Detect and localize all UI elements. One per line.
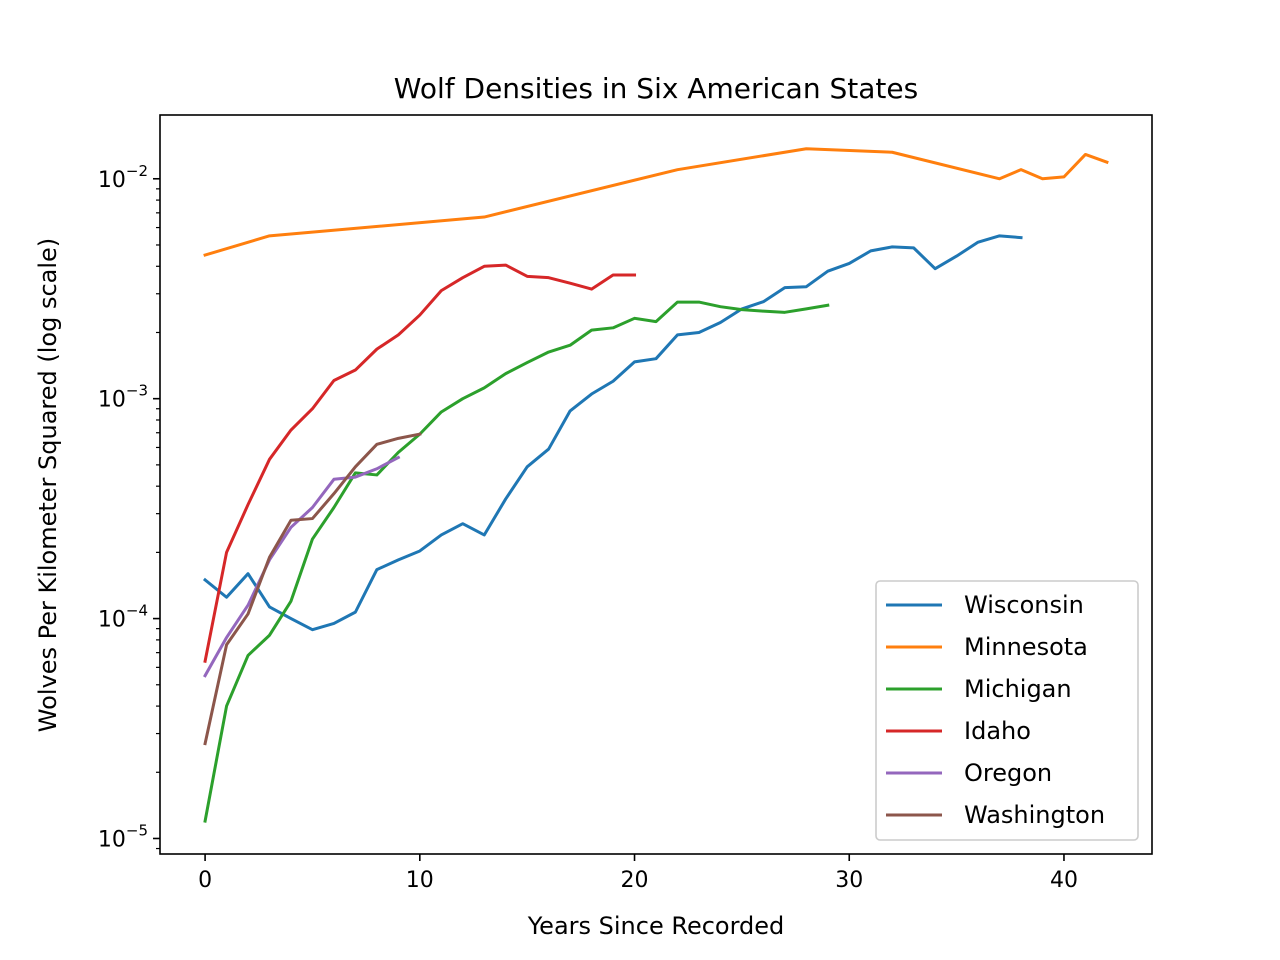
plot-frame (159, 114, 1153, 855)
series-line-michigan (203, 300, 830, 823)
y-axis: 10−5 10−4 10−3 10−2 (98, 162, 160, 852)
legend-label-michigan: Michigan (964, 675, 1072, 703)
x-tick-label: 10 (406, 868, 434, 893)
legend-label-oregon: Oregon (964, 759, 1052, 787)
y-tick-label: 10−5 (98, 821, 148, 852)
y-axis-label: Wolves Per Kilometer Squared (log scale) (34, 238, 62, 732)
x-axis: 0 10 20 30 40 (198, 854, 1078, 893)
x-axis-label: Years Since Recorded (527, 912, 785, 940)
series-line-minnesota (203, 147, 1109, 257)
series-line-washington (203, 432, 422, 746)
legend-label-washington: Washington (964, 801, 1105, 829)
series-line-idaho (203, 263, 637, 663)
y-tick-label: 10−2 (98, 162, 148, 193)
x-tick-label: 30 (835, 868, 863, 893)
legend-label-minnesota: Minnesota (964, 633, 1088, 661)
chart-title: Wolf Densities in Six American States (394, 72, 918, 105)
x-tick-label: 0 (198, 868, 212, 893)
series-line-wisconsin (202, 234, 1023, 632)
legend-label-idaho: Idaho (964, 717, 1031, 745)
series-line-oregon (203, 455, 401, 678)
legend-label-wisconsin: Wisconsin (964, 591, 1084, 619)
y-tick-label: 10−4 (98, 602, 148, 633)
x-tick-label: 40 (1050, 868, 1078, 893)
legend: Wisconsin Minnesota Michigan Idaho Oregon Was… (875, 580, 1139, 841)
plot-lines (202, 147, 1109, 823)
x-tick-label: 20 (621, 868, 649, 893)
y-tick-label: 10−3 (98, 382, 148, 413)
